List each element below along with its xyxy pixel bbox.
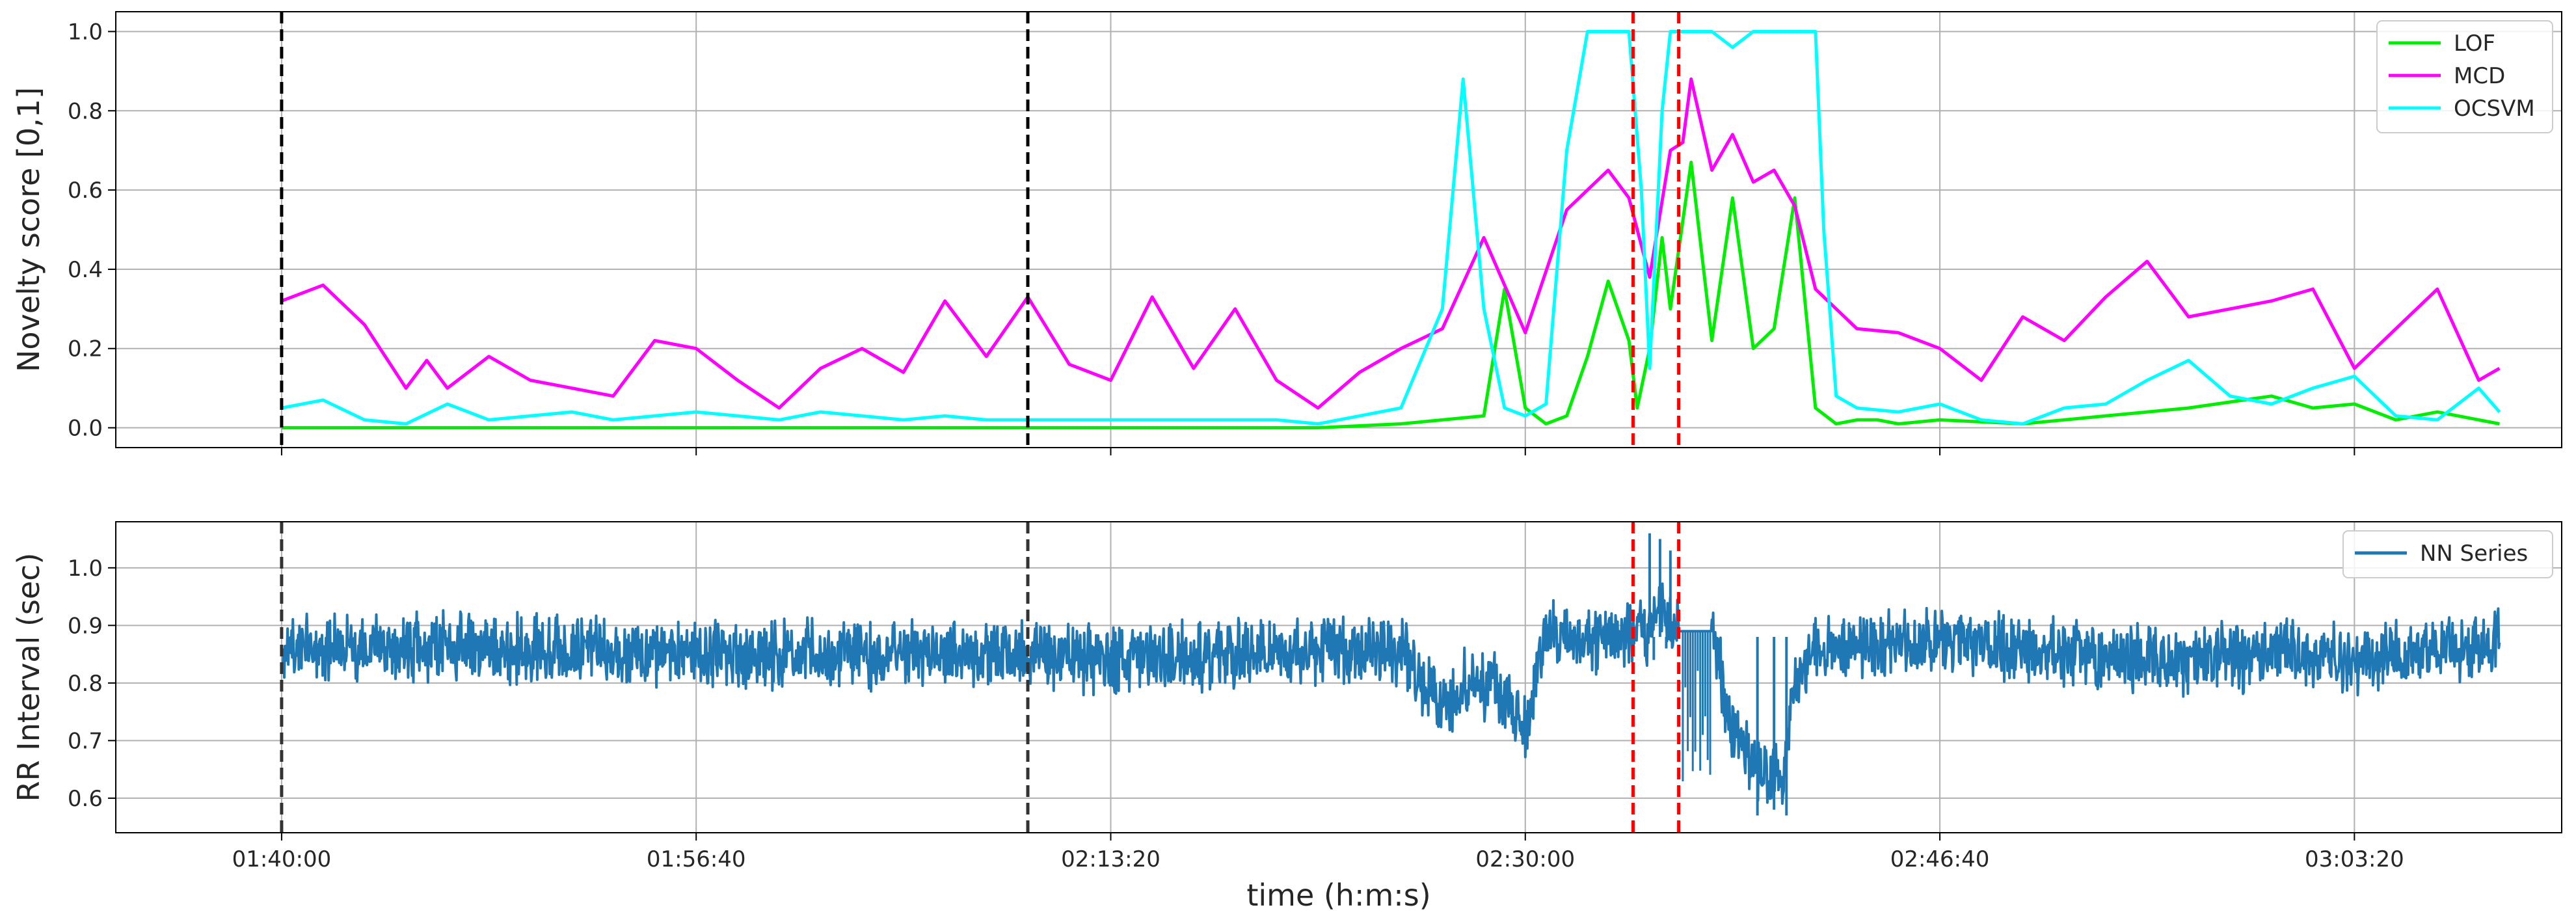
y-tick-label: 0.0 <box>68 416 103 442</box>
legend-label: NN Series <box>2420 541 2528 567</box>
series-line-nn-series <box>280 582 2501 805</box>
legend-box <box>2342 530 2553 578</box>
x-tick-label: 03:03:20 <box>2305 846 2404 872</box>
y-tick-label: 0.6 <box>68 786 103 812</box>
novelty-score-panel: 0.0 0.2 0.4 0.6 0.8 1.0 Novelty score [0,1] LOF… <box>11 11 2562 455</box>
x-tick-label: 01:56:40 <box>647 846 746 872</box>
y-tick-label: 0.8 <box>68 98 103 124</box>
legend-label: MCD <box>2454 63 2505 89</box>
legend: LOF MCD OCSVM <box>2376 20 2553 133</box>
y-tick-label: 1.0 <box>68 19 103 45</box>
y-tick-label: 0.2 <box>68 336 103 362</box>
y-tick-label: 0.4 <box>68 257 103 283</box>
plot-area <box>281 30 2501 429</box>
legend-label: OCSVM <box>2454 96 2535 122</box>
series-line-lof <box>281 161 2500 429</box>
y-tick-label: 0.9 <box>68 613 103 639</box>
x-tick-label: 01:40:00 <box>232 846 332 872</box>
legend-box <box>2376 20 2553 133</box>
y-axis-label: Novelty score [0,1] <box>11 87 46 372</box>
legend: NN Series <box>2342 530 2553 578</box>
axes-frame <box>115 11 2562 448</box>
legend-label: LOF <box>2454 31 2495 57</box>
x-tick-label: 02:46:40 <box>1890 846 1990 872</box>
y-axis-label: RR Interval (sec) <box>11 553 46 802</box>
x-tick-label: 02:30:00 <box>1475 846 1575 872</box>
y-tick-label: 0.6 <box>68 178 103 204</box>
axes-frame <box>115 521 2562 833</box>
x-axis-label: time (h:m:s) <box>1246 878 1430 913</box>
y-tick-label: 0.7 <box>68 728 103 754</box>
rr-interval-panel: 0.6 0.7 0.8 0.9 1.0 01:40:00 01:56:40 02:13:20 0… <box>11 521 2562 913</box>
series-line-ocsvm <box>281 30 2501 425</box>
y-tick-label: 0.8 <box>68 671 103 697</box>
plot-area <box>280 533 2501 816</box>
x-tick-label: 02:13:20 <box>1061 846 1161 872</box>
series-line-mcd <box>281 77 2501 410</box>
y-tick-label: 1.0 <box>68 556 103 582</box>
